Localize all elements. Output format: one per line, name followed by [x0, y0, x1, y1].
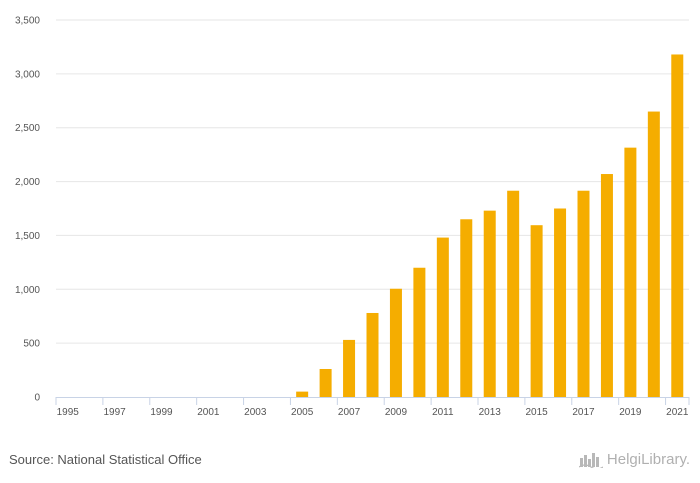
bar-2020[interactable]: [647, 111, 660, 398]
brand-logo[interactable]: HelgiLibrary.: [578, 450, 690, 468]
bar-2006[interactable]: [319, 368, 332, 397]
y-tick-label: 2,000: [15, 177, 40, 188]
y-tick-label: 2,500: [15, 123, 40, 134]
bar-2012[interactable]: [460, 219, 473, 397]
y-tick-label: 1,500: [15, 231, 40, 242]
bar-2021[interactable]: [671, 54, 684, 398]
x-tick-label: 2001: [197, 407, 220, 418]
x-tick-label: 1999: [150, 407, 173, 418]
x-tick-label: 1997: [103, 407, 126, 418]
bar-2008[interactable]: [366, 312, 379, 397]
x-tick-label: 2017: [572, 407, 595, 418]
x-tick-label: 2015: [525, 407, 548, 418]
y-tick-label: 500: [23, 339, 40, 350]
x-tick-label: 2021: [666, 407, 689, 418]
y-tick-label: 1,000: [15, 285, 40, 296]
bar-2010[interactable]: [413, 267, 426, 397]
x-tick-label: 2003: [244, 407, 267, 418]
source-note: Source: National Statistical Office: [9, 452, 202, 467]
x-tick-label: 2011: [432, 407, 454, 418]
bar-2018[interactable]: [600, 174, 613, 397]
helgi-library-icon: [578, 453, 603, 468]
bar-2014[interactable]: [507, 190, 520, 397]
bar-2015[interactable]: [530, 225, 543, 397]
x-axis-labels: 1995 1997 1999 2001 2003 2005 2007 2009 2011 2013…: [57, 407, 689, 418]
y-tick-label: 3,000: [15, 69, 40, 80]
bar-2019[interactable]: [624, 147, 637, 397]
bars: [296, 54, 684, 398]
y-tick-label: 3,500: [15, 16, 40, 27]
x-tick-label: 1995: [57, 407, 80, 418]
bar-2005[interactable]: [296, 391, 309, 397]
x-tick-label: 2005: [291, 407, 314, 418]
x-axis: [55, 397, 690, 405]
chart-footer: Source: National Statistical Office Helg…: [0, 440, 700, 483]
gridlines: [56, 19, 689, 344]
bar-2016[interactable]: [554, 208, 567, 398]
bar-2009[interactable]: [389, 288, 402, 397]
x-tick-label: 2013: [479, 407, 502, 418]
y-tick-label: 0: [34, 393, 40, 404]
bar-2013[interactable]: [483, 210, 496, 397]
x-tick-label: 2019: [619, 407, 642, 418]
x-tick-label: 2009: [385, 407, 408, 418]
y-axis-labels: 0 500 1,000 1,500 2,000 2,500 3,000 3,500: [15, 16, 40, 404]
bar-2017[interactable]: [577, 190, 590, 397]
bar-2007[interactable]: [343, 339, 356, 397]
brand-name: HelgiLibrary.: [606, 450, 690, 468]
x-tick-label: 2007: [338, 407, 361, 418]
bar-2011[interactable]: [436, 237, 449, 397]
